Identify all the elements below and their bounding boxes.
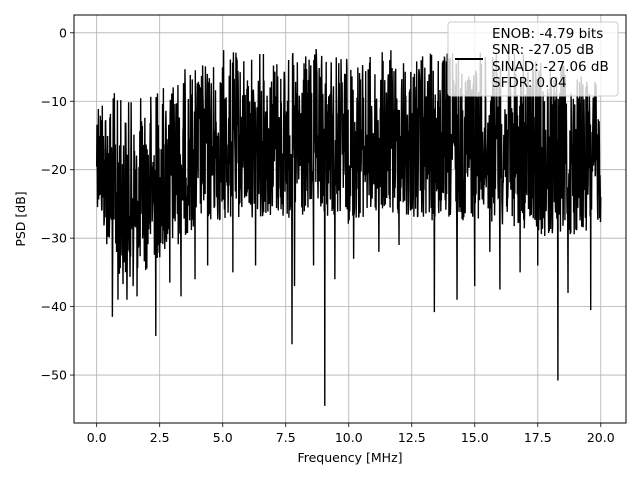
- y-tick-label: −30: [41, 231, 67, 246]
- y-tick-label: −20: [41, 162, 67, 177]
- y-tick-label: −50: [41, 368, 67, 383]
- y-tick-label: −40: [41, 299, 67, 314]
- legend-sfdr: SFDR: 0.04: [492, 75, 567, 91]
- plot-frame: [73, 14, 627, 424]
- legend-sinad: SINAD: -27.06 dB: [492, 59, 609, 75]
- y-tick-label: 0: [59, 25, 67, 40]
- x-tick-label: 2.5: [150, 430, 170, 445]
- x-tick-label: 7.5: [276, 430, 296, 445]
- series-psd: [95, 48, 602, 406]
- legend-enob: ENOB: -4.79 bits: [492, 26, 603, 42]
- axis-ticks: 0.0 2.5 5.0 7.5 10.0 12.5 15.0 17.5 20.0 0 −10 −20 −…: [41, 25, 615, 445]
- x-axis-label: Frequency [MHz]: [297, 450, 402, 465]
- x-tick-label: 5.0: [213, 430, 233, 445]
- x-tick-label: 12.5: [398, 430, 426, 445]
- psd-line: [95, 48, 602, 406]
- legend-box: [447, 21, 619, 97]
- y-tick-label: −10: [41, 94, 67, 109]
- legend: ENOB: -4.79 bits SNR: -27.05 dB SINAD: -…: [447, 21, 619, 97]
- x-tick-label: 10.0: [335, 430, 363, 445]
- legend-snr: SNR: -27.05 dB: [492, 42, 594, 58]
- y-axis-label: PSD [dB]: [13, 191, 28, 246]
- x-tick-label: 15.0: [461, 430, 489, 445]
- x-tick-label: 20.0: [587, 430, 615, 445]
- x-tick-label: 17.5: [524, 430, 552, 445]
- x-tick-label: 0.0: [87, 430, 107, 445]
